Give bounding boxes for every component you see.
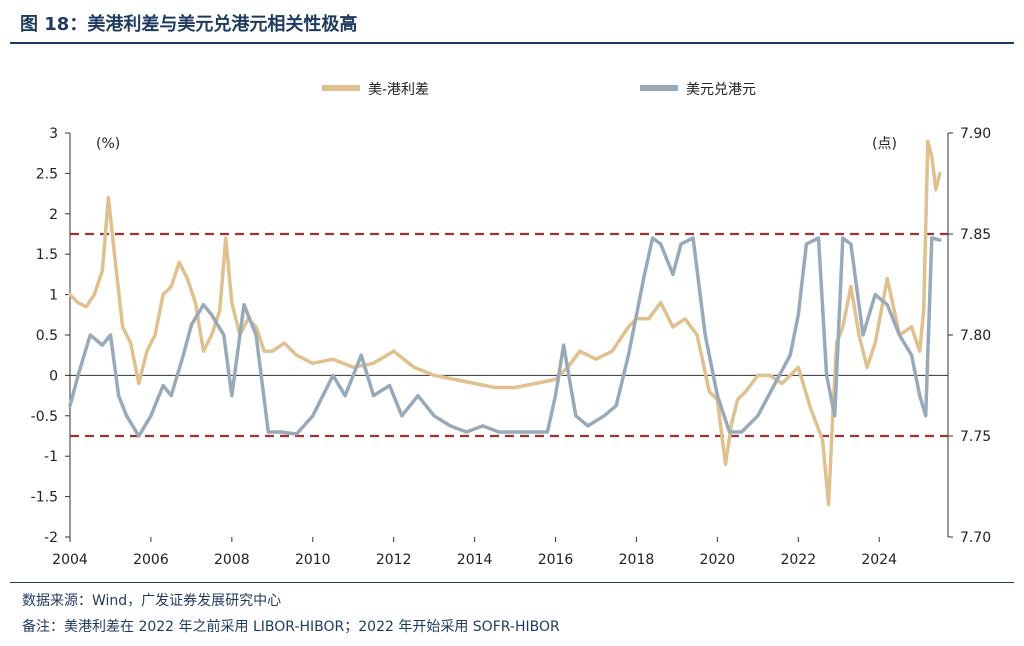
x-tick-label: 2016	[538, 552, 574, 568]
legend-label-hkd: 美元兑港元	[686, 82, 756, 98]
reference-lines	[70, 232, 948, 438]
left-tick-label: 1	[49, 288, 58, 304]
left-tick-label: 3	[49, 126, 58, 142]
left-tick-label: -1	[44, 449, 58, 465]
left-tick-label: 0.5	[36, 328, 58, 344]
x-tick-label: 2020	[700, 552, 736, 568]
remark-note: 备注：美港利差在 2022 年之前采用 LIBOR-HIBOR；2022 年开始…	[22, 619, 560, 635]
x-tick-label: 2004	[52, 552, 88, 568]
source-note: 数据来源：Wind，广发证券发展研究中心	[22, 593, 282, 609]
axes: 3 2.5 2 1.5 1 0.5 0 -0.5 -1 -1.5 -2 7.90 7.85 7.80 7.7…	[31, 126, 992, 568]
left-tick-label: -1.5	[31, 490, 58, 506]
figure-title: 图 18：美港利差与美元兑港元相关性极高	[20, 14, 358, 35]
left-tick-label: -2	[44, 530, 58, 546]
x-tick-label: 2018	[619, 552, 655, 568]
right-axis-unit: (点)	[872, 136, 897, 152]
footer-rule	[10, 582, 1014, 583]
right-tick-label: 7.85	[960, 227, 991, 243]
chart: 美-港利差 美元兑港元 (%) (点) 3 2.5 2 1.5 1 0.5 0 -0.5 -1 -…	[31, 82, 992, 568]
right-tick-label: 7.75	[960, 429, 991, 445]
x-tick-label: 2024	[861, 552, 897, 568]
right-tick-label: 7.90	[960, 126, 991, 142]
series-line-hkd	[68, 236, 942, 438]
right-tick-label: 7.80	[960, 328, 991, 344]
left-axis-unit: (%)	[96, 136, 120, 152]
left-tick-label: 1.5	[36, 247, 58, 263]
left-tick-label: 2.5	[36, 166, 58, 182]
series-line-spread	[68, 139, 942, 507]
left-tick-label: -0.5	[31, 409, 58, 425]
left-tick-label: 2	[49, 207, 58, 223]
x-tick-label: 2010	[295, 552, 331, 568]
title-rule	[10, 42, 1014, 44]
series-group	[68, 139, 942, 507]
legend-label-spread: 美-港利差	[368, 82, 429, 98]
x-tick-label: 2012	[376, 552, 412, 568]
x-tick-label: 2014	[457, 552, 493, 568]
x-tick-label: 2008	[214, 552, 250, 568]
left-tick-label: 0	[49, 368, 58, 384]
x-tick-label: 2022	[780, 552, 816, 568]
x-tick-label: 2006	[133, 552, 169, 568]
legend: 美-港利差 美元兑港元	[322, 82, 756, 98]
right-tick-label: 7.70	[960, 530, 991, 546]
